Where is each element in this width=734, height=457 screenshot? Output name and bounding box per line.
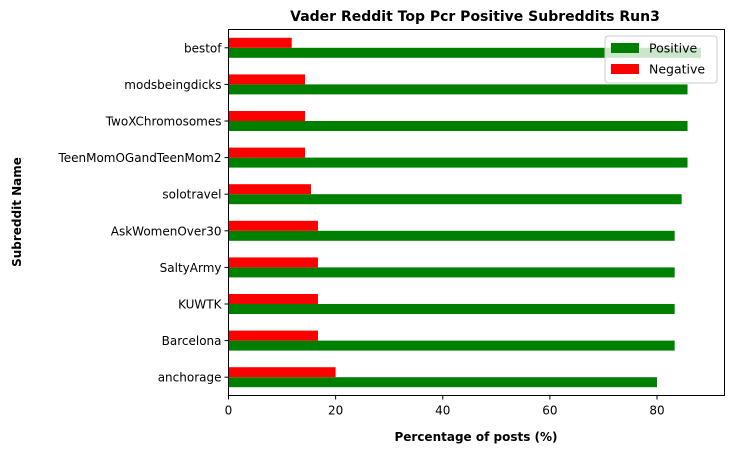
bar-positive [228, 194, 682, 205]
bar-negative [228, 111, 306, 121]
x-tick-label: 60 [542, 404, 557, 418]
plot-frame [228, 29, 725, 396]
y-tick-label: solotravel [162, 188, 221, 202]
y-tick-label: TeenMomOGandTeenMom2 [57, 151, 221, 165]
y-tick-label: bestof [184, 41, 222, 55]
y-tick-label: KUWTK [178, 298, 223, 312]
bar-positive [228, 230, 675, 241]
bar-positive [228, 84, 688, 95]
x-axis: 0 20 40 60 80 [225, 395, 665, 418]
bar-positive [228, 377, 658, 388]
x-tick-label: 80 [649, 404, 664, 418]
y-tick-label: Barcelona [162, 334, 222, 348]
bar-positive [228, 340, 675, 351]
bar-negative [228, 37, 292, 48]
bar-negative [228, 147, 306, 158]
bar-positive [228, 47, 701, 58]
bar-negative [228, 330, 318, 341]
y-axis-label: Subreddit Name [10, 157, 24, 267]
legend-swatch [611, 43, 639, 53]
bar-negative [228, 294, 318, 304]
bar-negative [228, 184, 311, 195]
bars-group [228, 37, 701, 388]
bar-positive [228, 267, 675, 278]
y-tick-label: modsbeingdicks [124, 78, 221, 92]
y-tick-label: AskWomenOver30 [111, 224, 222, 238]
x-tick-label: 40 [435, 404, 450, 418]
y-tick-label: anchorage [158, 371, 222, 385]
bar-negative [228, 220, 318, 231]
chart-title: Vader Reddit Top Pcr Positive Subreddits… [290, 9, 660, 25]
y-axis: anchorage Barcelona KUWTK SaltyArmy AskWomen… [57, 41, 229, 385]
x-tick-label: 0 [225, 404, 233, 418]
legend-swatch [611, 64, 639, 74]
bar-negative [228, 367, 336, 378]
bar-positive [228, 121, 688, 131]
bar-positive [228, 157, 688, 168]
legend-label: Positive [649, 41, 697, 56]
bar-negative [228, 257, 318, 268]
bar-negative [228, 74, 306, 85]
x-tick-label: 20 [328, 404, 343, 418]
bar-positive [228, 304, 675, 314]
legend: Positive Negative [604, 35, 718, 84]
x-axis-label: Percentage of posts (%) [394, 430, 557, 444]
y-tick-label: SaltyArmy [160, 261, 222, 275]
legend-label: Negative [649, 62, 705, 77]
y-tick-label: TwoXChromosomes [105, 115, 222, 129]
